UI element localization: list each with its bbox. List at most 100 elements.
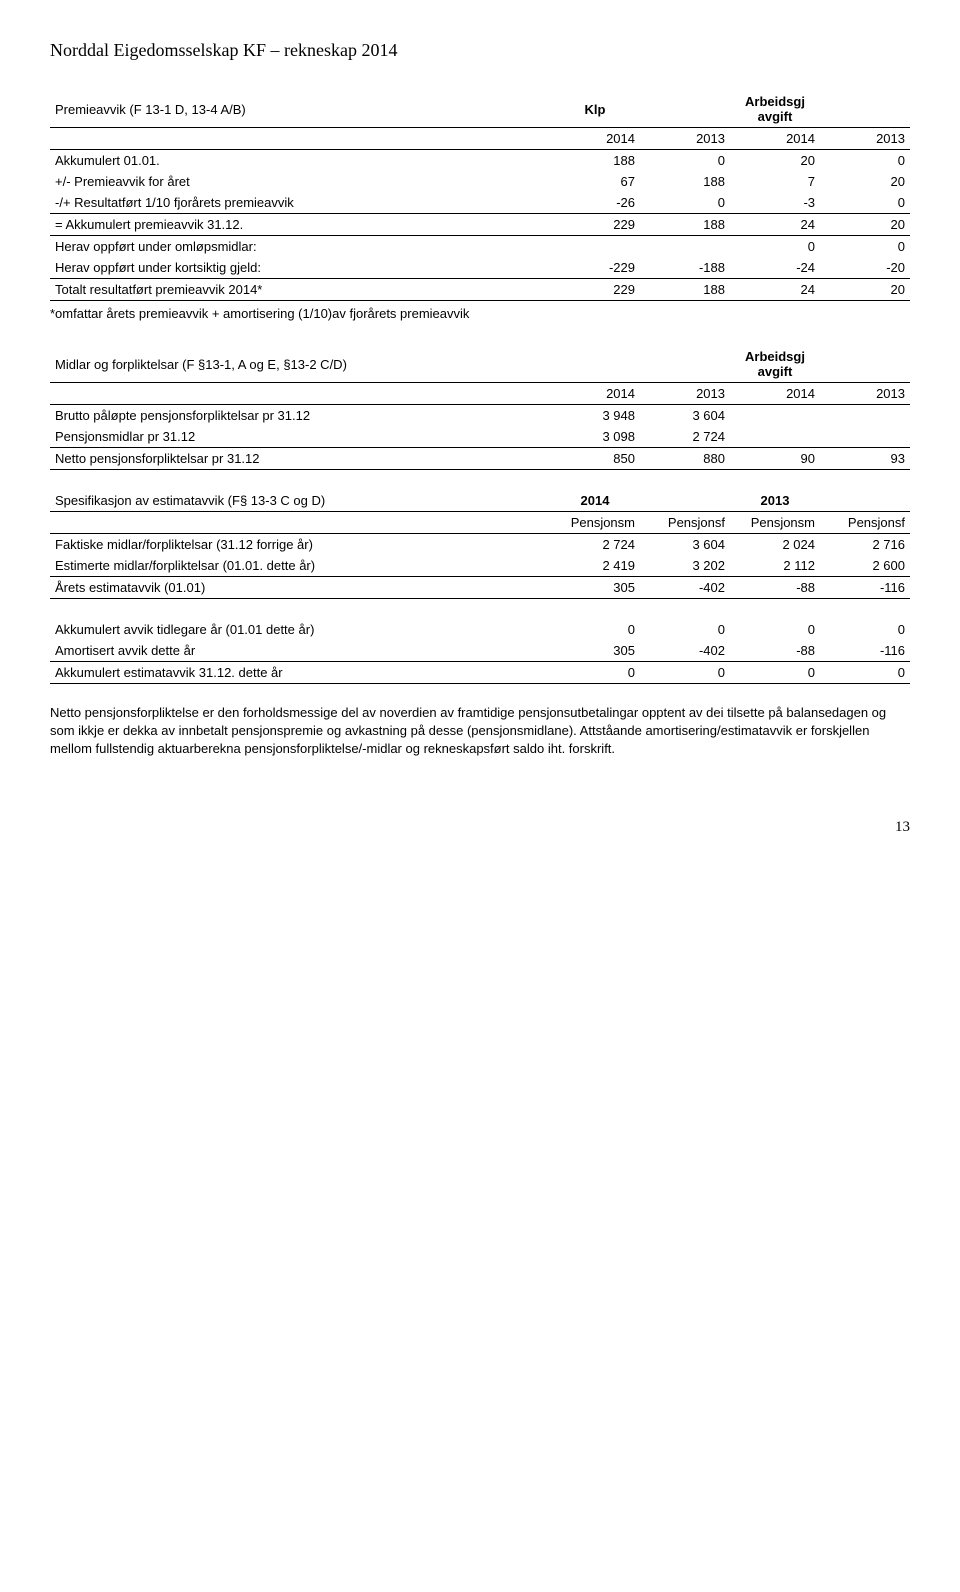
t1-y0	[50, 128, 550, 150]
cell: 0	[640, 662, 730, 684]
cell: 3 202	[640, 555, 730, 577]
cell: 0	[640, 619, 730, 640]
t1-h2	[640, 91, 730, 128]
premieavvik-table: Premieavvik (F 13-1 D, 13-4 A/B) Klp Arb…	[50, 91, 910, 301]
cell: 93	[820, 448, 910, 470]
cell: 2 024	[730, 534, 820, 556]
cell: 24	[730, 214, 820, 236]
cell: 0	[730, 619, 820, 640]
cell: -/+ Resultatført 1/10 fjorårets premieav…	[50, 192, 550, 214]
t3-s4: Pensjonsf	[820, 512, 910, 534]
cell: 2 724	[640, 426, 730, 448]
cell	[820, 405, 910, 427]
cell: 67	[550, 171, 640, 192]
cell: 3 948	[550, 405, 640, 427]
cell: 0	[550, 619, 640, 640]
cell: Brutto påløpte pensjonsforpliktelsar pr …	[50, 405, 550, 427]
cell: 2 716	[820, 534, 910, 556]
t3-h0: Spesifikasjon av estimatavvik (F§ 13-3 C…	[50, 490, 550, 512]
cell: 0	[730, 662, 820, 684]
cell: 2 600	[820, 555, 910, 577]
t1-h3: Arbeidsgj avgift	[730, 91, 820, 128]
t2-y2: 2013	[640, 383, 730, 405]
t1-y1: 2014	[550, 128, 640, 150]
t2-h3: Arbeidsgj avgift	[730, 346, 820, 383]
cell	[820, 426, 910, 448]
cell: 188	[640, 279, 730, 301]
t3-s0	[50, 512, 550, 534]
cell: -20	[820, 257, 910, 279]
cell: 2 419	[550, 555, 640, 577]
t3-h3: 2013	[730, 490, 820, 512]
t2-y1: 2014	[550, 383, 640, 405]
cell: Herav oppført under kortsiktig gjeld:	[50, 257, 550, 279]
cell	[640, 236, 730, 258]
t2-y4: 2013	[820, 383, 910, 405]
cell: 2 724	[550, 534, 640, 556]
cell: 229	[550, 214, 640, 236]
cell: Netto pensjonsforpliktelsar pr 31.12	[50, 448, 550, 470]
t1-h4	[820, 91, 910, 128]
cell: 188	[640, 171, 730, 192]
cell: Årets estimatavvik (01.01)	[50, 577, 550, 599]
t3-s1: Pensjonsm	[550, 512, 640, 534]
cell: 0	[820, 662, 910, 684]
cell: 0	[820, 619, 910, 640]
cell: Estimerte midlar/forpliktelsar (01.01. d…	[50, 555, 550, 577]
body-paragraph: Netto pensjonsforpliktelse er den forhol…	[50, 704, 910, 759]
cell: 880	[640, 448, 730, 470]
cell: -188	[640, 257, 730, 279]
cell: -402	[640, 640, 730, 662]
t2-h0: Midlar og forpliktelsar (F §13-1, A og E…	[50, 346, 550, 383]
cell: -26	[550, 192, 640, 214]
t3-s3: Pensjonsm	[730, 512, 820, 534]
t2-h1	[550, 346, 640, 383]
cell: 0	[550, 662, 640, 684]
t2-y0	[50, 383, 550, 405]
cell: 3 604	[640, 534, 730, 556]
cell: 90	[730, 448, 820, 470]
cell: 0	[820, 150, 910, 172]
t3-s2: Pensjonsf	[640, 512, 730, 534]
cell: 0	[820, 192, 910, 214]
cell: -402	[640, 577, 730, 599]
cell: 7	[730, 171, 820, 192]
cell: 3 604	[640, 405, 730, 427]
t1-h1: Klp	[550, 91, 640, 128]
cell: Akkumulert estimatavvik 31.12. dette år	[50, 662, 550, 684]
footnote-1: *omfattar årets premieavvik + amortiseri…	[50, 306, 910, 321]
cell: 0	[640, 192, 730, 214]
t1-h0: Premieavvik (F 13-1 D, 13-4 A/B)	[50, 91, 550, 128]
cell: 850	[550, 448, 640, 470]
cell: +/- Premieavvik for året	[50, 171, 550, 192]
estimatavvik-table: Spesifikasjon av estimatavvik (F§ 13-3 C…	[50, 490, 910, 599]
cell: -88	[730, 640, 820, 662]
cell: 188	[640, 214, 730, 236]
cell: Faktiske midlar/forpliktelsar (31.12 for…	[50, 534, 550, 556]
cell	[730, 405, 820, 427]
cell: Akkumulert 01.01.	[50, 150, 550, 172]
cell	[730, 426, 820, 448]
cell: -3	[730, 192, 820, 214]
t3-h2	[640, 490, 730, 512]
page-number: 13	[50, 819, 910, 836]
cell: = Akkumulert premieavvik 31.12.	[50, 214, 550, 236]
cell: 0	[820, 236, 910, 258]
cell: 20	[730, 150, 820, 172]
cell: 24	[730, 279, 820, 301]
cell: 188	[550, 150, 640, 172]
cell: 0	[730, 236, 820, 258]
cell: -116	[820, 577, 910, 599]
t1-y4: 2013	[820, 128, 910, 150]
cell: 305	[550, 640, 640, 662]
t1-y3: 2014	[730, 128, 820, 150]
cell: Herav oppført under omløpsmidlar:	[50, 236, 550, 258]
t2-h2	[640, 346, 730, 383]
t2-h4	[820, 346, 910, 383]
cell: 0	[640, 150, 730, 172]
t3-h1: 2014	[550, 490, 640, 512]
cell: Totalt resultatført premieavvik 2014*	[50, 279, 550, 301]
cell: 20	[820, 214, 910, 236]
akkumulert-table: Akkumulert avvik tidlegare år (01.01 det…	[50, 619, 910, 684]
cell: 305	[550, 577, 640, 599]
